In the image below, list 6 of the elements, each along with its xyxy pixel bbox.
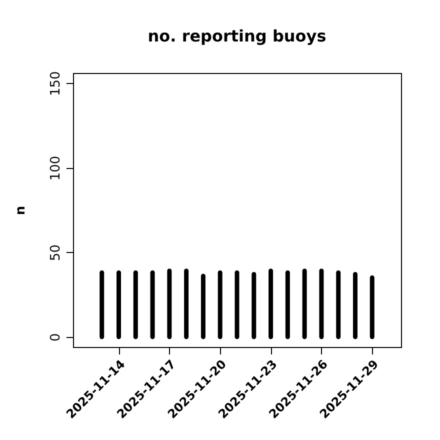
y-tick-label: 150 <box>48 71 64 96</box>
chart-title: no. reporting buoys <box>148 26 326 46</box>
y-axis-title: n <box>14 206 28 216</box>
y-tick-label: 50 <box>48 244 64 262</box>
y-tick-label: 100 <box>48 156 64 181</box>
y-tick-label: 0 <box>48 333 64 342</box>
